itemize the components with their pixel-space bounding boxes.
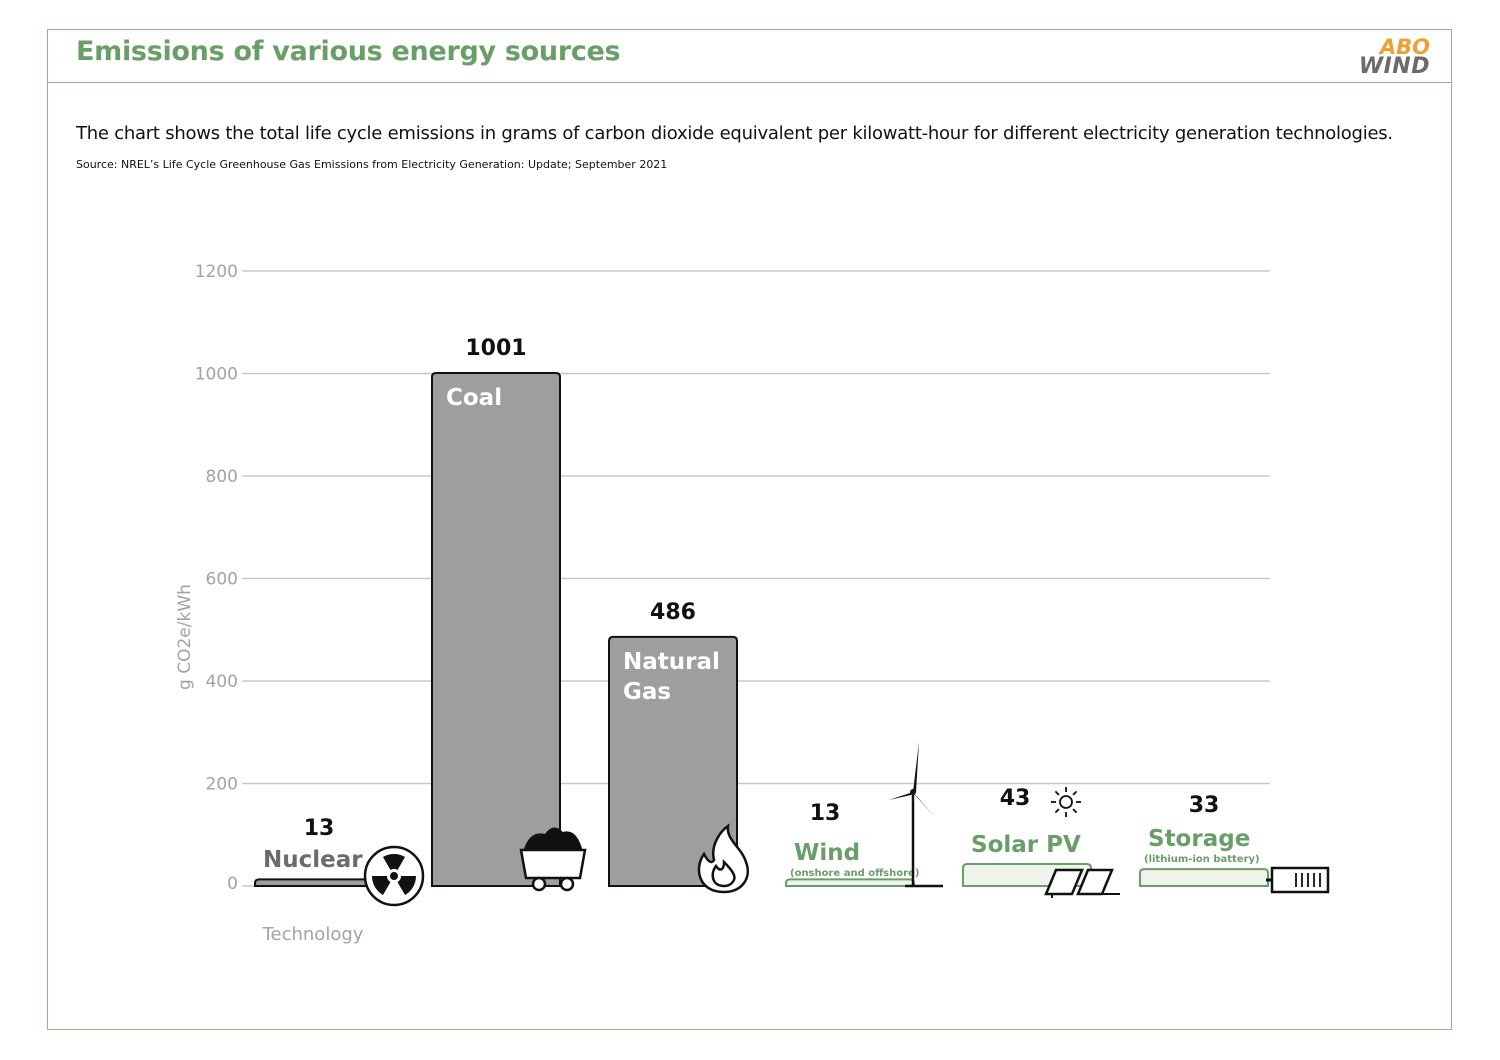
category-label: Nuclear xyxy=(263,847,363,873)
flame-icon xyxy=(697,823,749,894)
logo-wind: WIND xyxy=(1358,54,1430,79)
icon-shape xyxy=(383,854,405,870)
chart-description: The chart shows the total life cycle emi… xyxy=(76,123,1393,144)
icon-shape xyxy=(1059,795,1073,809)
y-tick-label: 600 xyxy=(206,570,238,590)
category-label: Natural xyxy=(623,649,720,675)
y-axis-label: g CO2e/kWh xyxy=(175,584,195,690)
data-label: 13 xyxy=(810,801,841,826)
data-label: 486 xyxy=(650,600,696,625)
page-title: Emissions of various energy sources xyxy=(76,36,621,67)
data-label: 33 xyxy=(1189,793,1220,818)
category-label: Coal xyxy=(446,385,502,411)
category-sublabel: (lithium-ion battery) xyxy=(1144,854,1260,865)
logo-abo: ABO xyxy=(1379,35,1430,59)
category-label: Wind xyxy=(794,840,860,866)
sun-icon xyxy=(1051,787,1081,817)
category-label: Storage xyxy=(1148,826,1250,852)
y-tick-label: 1000 xyxy=(195,365,238,385)
chart-source: Source: NREL’s Life Cycle Greenhouse Gas… xyxy=(76,158,668,171)
abo-wind-logo: ABO WIND xyxy=(1350,36,1440,82)
radiation-icon xyxy=(363,845,425,907)
icon-shape xyxy=(889,792,913,800)
solar-panel-icon xyxy=(1044,868,1120,898)
icon-shape xyxy=(697,823,749,894)
category-label: Solar PV xyxy=(971,832,1081,858)
bar-nuclear xyxy=(254,878,384,887)
bar-wind xyxy=(785,878,915,887)
icon-shape xyxy=(1072,808,1078,814)
category-label: Gas xyxy=(623,679,671,705)
icon-shape xyxy=(711,858,736,888)
icon-shape xyxy=(372,876,391,896)
y-tick-label: 800 xyxy=(206,467,238,487)
y-tick-label: 0 xyxy=(227,874,238,894)
icon-shape xyxy=(913,792,935,817)
data-label: 1001 xyxy=(465,336,526,361)
icon-shape xyxy=(531,876,547,892)
y-tick-label: 200 xyxy=(206,775,238,795)
data-label: 43 xyxy=(1000,786,1031,811)
icon-shape xyxy=(1072,790,1078,796)
page-frame xyxy=(47,29,1452,1030)
bar-storage xyxy=(1139,868,1269,887)
y-tick-label: 1200 xyxy=(195,262,238,282)
wind-turbine-icon xyxy=(889,742,943,888)
icon-shape xyxy=(519,848,587,880)
icon-shape xyxy=(1044,868,1084,896)
x-axis-label: Technology xyxy=(262,924,364,945)
bar-coal xyxy=(431,371,561,887)
bar-natural-gas xyxy=(608,635,738,887)
icon-shape xyxy=(523,827,583,852)
icon-shape xyxy=(559,876,575,892)
icon-shape xyxy=(1054,790,1060,796)
data-label: 13 xyxy=(304,816,335,841)
battery-icon xyxy=(1266,866,1330,894)
coal-cart-icon xyxy=(519,827,587,892)
y-tick-label: 400 xyxy=(206,672,238,692)
icon-shape xyxy=(910,789,916,795)
icon-shape xyxy=(397,876,416,896)
header-divider xyxy=(47,82,1452,83)
category-sublabel: (onshore and offshore) xyxy=(790,868,919,879)
icon-shape xyxy=(1054,808,1060,814)
icon-shape xyxy=(913,742,919,792)
icon-shape xyxy=(390,872,398,880)
